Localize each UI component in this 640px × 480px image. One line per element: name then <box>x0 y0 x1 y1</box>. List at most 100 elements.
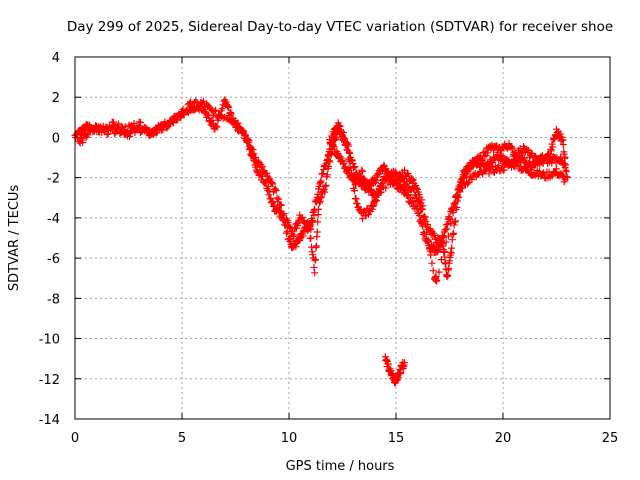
data-point-marker <box>320 165 328 173</box>
data-point-marker <box>273 194 281 202</box>
data-point-marker <box>417 219 425 227</box>
data-point-marker <box>326 158 334 166</box>
data-point-marker <box>352 195 360 203</box>
data-point-marker <box>436 235 444 243</box>
data-point-marker <box>183 106 191 114</box>
data-point-marker <box>464 180 472 188</box>
data-point-marker <box>311 269 319 277</box>
data-point-marker <box>309 251 317 259</box>
data-point-marker <box>443 225 451 233</box>
data-point-marker <box>93 128 101 136</box>
data-point-marker <box>272 186 280 194</box>
data-point-marker <box>156 125 164 133</box>
data-point-marker <box>294 222 302 230</box>
data-point-marker <box>317 177 325 185</box>
data-point-marker <box>341 141 349 149</box>
y-tick-label: -12 <box>39 373 60 388</box>
data-point-marker <box>458 184 466 192</box>
data-point-marker <box>332 135 340 143</box>
data-point-marker <box>316 197 324 205</box>
data-point-marker <box>221 113 229 121</box>
y-tick-label: 0 <box>52 131 60 146</box>
data-point-marker <box>444 220 452 228</box>
data-point-marker <box>397 369 405 377</box>
data-point-marker <box>192 97 200 105</box>
data-point-marker <box>468 176 476 184</box>
data-point-marker <box>292 243 300 251</box>
data-point-marker <box>249 146 257 154</box>
data-point-marker <box>122 128 130 136</box>
data-point-marker <box>245 136 253 144</box>
y-tick-label: -2 <box>47 172 60 187</box>
data-point-marker <box>449 209 457 217</box>
data-point-marker <box>447 219 455 227</box>
data-point-marker <box>312 196 320 204</box>
data-point-marker <box>351 181 359 189</box>
data-point-marker <box>360 175 368 183</box>
data-point-marker <box>212 106 220 114</box>
data-point-marker <box>508 144 516 152</box>
y-tick-label: -6 <box>47 252 60 267</box>
grid <box>75 57 610 419</box>
data-point-marker <box>444 232 452 240</box>
data-point-marker <box>339 132 346 140</box>
data-point-marker <box>428 259 436 267</box>
data-point-marker <box>277 201 285 209</box>
data-point-marker <box>561 176 569 184</box>
data-point-marker <box>446 215 454 223</box>
y-tick-label: -10 <box>39 333 60 348</box>
x-axis-label: GPS time / hours <box>286 459 395 474</box>
data-point-marker <box>241 131 249 139</box>
data-point-marker <box>409 176 417 184</box>
data-point-marker <box>276 201 284 209</box>
data-point-marker <box>480 152 488 160</box>
data-point-marker <box>289 232 297 240</box>
data-point-marker <box>401 166 409 174</box>
data-point-marker <box>126 132 134 140</box>
data-point-marker <box>500 166 508 174</box>
data-point-marker <box>212 122 220 130</box>
y-axis-label: SDTVAR / TECUs <box>7 185 22 292</box>
data-point-marker <box>415 211 423 219</box>
data-point-marker <box>548 159 556 167</box>
data-point-marker <box>419 202 427 210</box>
data-point-marker <box>213 123 221 131</box>
data-point-marker <box>330 143 338 151</box>
data-point-marker <box>514 159 522 167</box>
data-point-marker <box>312 242 320 250</box>
data-point-marker <box>334 124 342 132</box>
data-point-marker <box>520 154 528 162</box>
data-point-marker <box>454 194 462 202</box>
data-point-marker <box>548 172 556 180</box>
data-point-marker <box>194 102 202 110</box>
data-point-marker <box>269 180 277 188</box>
data-point-marker <box>275 195 283 203</box>
data-point-marker <box>308 248 316 256</box>
data-point-marker <box>299 232 307 240</box>
data-point-marker <box>375 170 383 178</box>
data-point-marker <box>318 193 326 201</box>
data-point-marker <box>344 146 352 154</box>
data-point-marker <box>284 218 292 226</box>
data-point-marker <box>356 205 364 213</box>
data-point-marker <box>358 168 366 176</box>
data-point-marker <box>448 244 456 252</box>
data-point-marker <box>384 360 392 368</box>
data-point-marker <box>345 157 353 165</box>
data-point-marker <box>553 129 561 137</box>
data-point-marker <box>442 226 450 234</box>
data-point-marker <box>309 217 317 225</box>
data-point-marker <box>209 112 217 120</box>
data-point-marker <box>227 108 235 116</box>
data-point-marker <box>342 141 350 149</box>
data-point-marker <box>539 160 547 168</box>
data-point-marker <box>333 131 341 139</box>
data-point-marker <box>264 183 272 191</box>
data-point-marker <box>451 217 459 225</box>
data-point-marker <box>82 133 90 141</box>
data-point-marker <box>353 200 361 208</box>
data-point-marker <box>344 165 352 173</box>
x-tick-label: 5 <box>178 431 186 446</box>
data-point-marker <box>314 218 322 226</box>
data-point-marker <box>130 120 138 128</box>
